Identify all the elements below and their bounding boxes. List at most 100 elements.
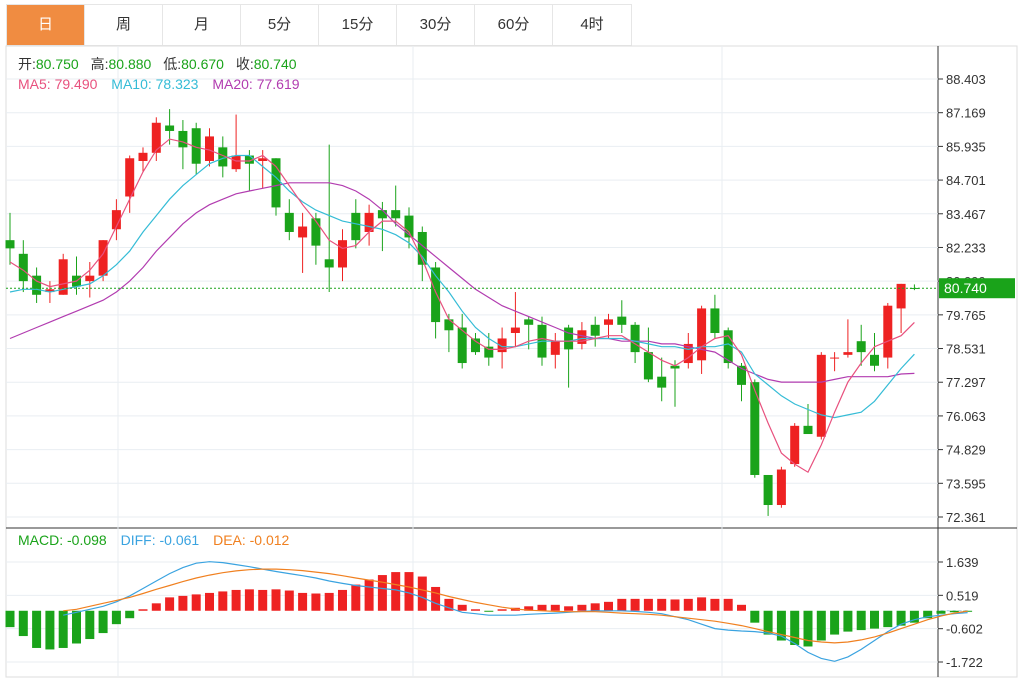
macd-bar-35 bbox=[471, 609, 480, 611]
candle-body-34 bbox=[457, 327, 467, 364]
macd-bar-50 bbox=[670, 599, 680, 611]
candle-body-41 bbox=[550, 341, 560, 355]
macd-bar-44 bbox=[590, 603, 600, 611]
candle-body-62 bbox=[830, 357, 840, 359]
tab-3[interactable]: 5分 bbox=[241, 5, 319, 45]
ma-info: MA5: 79.490 MA10: 78.323 MA20: 77.619 bbox=[18, 76, 300, 92]
candle-body-24 bbox=[324, 259, 334, 268]
macd-info: MACD: -0.098 DIFF: -0.061 DEA: -0.012 bbox=[18, 532, 290, 548]
dea-label: DEA: -0.012 bbox=[213, 532, 289, 548]
macd-bar-11 bbox=[151, 603, 161, 611]
price-tick-label-2: 85.935 bbox=[946, 139, 986, 154]
price-tick-label-1: 87.169 bbox=[946, 106, 986, 121]
candle-body-31 bbox=[417, 231, 427, 265]
macd-bar-67 bbox=[896, 610, 906, 626]
macd-bar-9 bbox=[125, 610, 135, 619]
macd-bar-4 bbox=[58, 610, 68, 648]
candle-body-10 bbox=[138, 152, 148, 161]
tab-7[interactable]: 4时 bbox=[580, 16, 604, 33]
macd-bar-5 bbox=[72, 610, 81, 644]
macd-bar-41 bbox=[550, 604, 560, 611]
candle-body-38 bbox=[510, 327, 520, 334]
macd-bar-15 bbox=[205, 592, 214, 611]
macd-bar-56 bbox=[750, 610, 760, 623]
candle-body-22 bbox=[298, 226, 308, 238]
macd-bar-14 bbox=[191, 594, 201, 611]
macd-bar-48 bbox=[643, 598, 653, 611]
candle-body-57 bbox=[763, 474, 773, 506]
macd-bar-71 bbox=[949, 610, 959, 613]
candle-body-58 bbox=[776, 469, 786, 506]
candle-body-19 bbox=[258, 158, 268, 161]
candle-body-35 bbox=[471, 338, 480, 353]
candle-body-48 bbox=[643, 352, 653, 380]
candle-body-36 bbox=[484, 346, 494, 358]
candle-body-29 bbox=[391, 210, 401, 219]
candle-body-33 bbox=[444, 319, 454, 331]
candle-body-6 bbox=[85, 275, 95, 282]
candle-body-1 bbox=[18, 253, 28, 282]
macd-tick-label-1: 0.519 bbox=[946, 588, 979, 603]
macd-bar-42 bbox=[564, 606, 574, 611]
macd-bar-53 bbox=[710, 598, 720, 611]
macd-bar-13 bbox=[178, 595, 188, 611]
last-price-label: 80.740 bbox=[944, 280, 987, 296]
candle-body-0 bbox=[5, 240, 15, 249]
last-price-badge bbox=[939, 278, 1015, 299]
macd-bar-60 bbox=[803, 610, 813, 647]
macd-bar-17 bbox=[231, 589, 241, 611]
macd-bar-10 bbox=[138, 609, 148, 611]
macd-bar-6 bbox=[85, 610, 95, 640]
macd-bar-16 bbox=[218, 591, 228, 611]
tab-4[interactable]: 15分 bbox=[319, 5, 397, 45]
macd-bar-36 bbox=[484, 610, 494, 612]
ma-lines bbox=[6, 138, 938, 474]
macd-bar-21 bbox=[284, 590, 294, 611]
macd-bar-65 bbox=[870, 610, 879, 629]
price-tick-label-4: 83.467 bbox=[946, 207, 986, 222]
macd-bar-31 bbox=[417, 576, 427, 611]
tab-1[interactable]: 周 bbox=[85, 5, 163, 45]
candle-body-44 bbox=[590, 324, 600, 336]
candle-body-20 bbox=[271, 158, 281, 208]
macd-bar-23 bbox=[311, 593, 321, 611]
candle-body-18 bbox=[244, 155, 254, 164]
macd-label: MACD: -0.098 bbox=[18, 532, 107, 548]
candle-body-17 bbox=[231, 155, 241, 170]
macd-bar-19 bbox=[258, 589, 268, 611]
price-tick-label-0: 88.403 bbox=[946, 72, 986, 87]
macd-bar-24 bbox=[324, 592, 334, 611]
candle-body-37 bbox=[497, 338, 507, 353]
macd-bar-27 bbox=[364, 579, 374, 611]
candle-body-16 bbox=[218, 147, 228, 167]
diff-line bbox=[63, 561, 968, 662]
price-tick-label-5: 82.233 bbox=[946, 240, 986, 255]
ma10-label: MA10: 78.323 bbox=[111, 76, 198, 92]
candle-body-43 bbox=[577, 330, 587, 344]
candle-body-42 bbox=[564, 327, 574, 350]
tab-6[interactable]: 60分 bbox=[475, 5, 553, 45]
tab-5[interactable]: 30分 bbox=[397, 5, 475, 45]
candle-body-65 bbox=[870, 354, 879, 366]
price-tick-label-9: 77.297 bbox=[946, 375, 986, 390]
macd-bar-1 bbox=[18, 610, 28, 637]
price-tick-label-7: 79.765 bbox=[946, 308, 986, 323]
macd-bar-12 bbox=[165, 597, 175, 611]
tab-2[interactable]: 月 bbox=[163, 5, 241, 45]
macd-bar-40 bbox=[537, 604, 547, 611]
grid-lines bbox=[5, 45, 1018, 678]
candle-body-7 bbox=[98, 240, 108, 276]
macd-bar-30 bbox=[404, 572, 414, 611]
macd-bar-63 bbox=[843, 610, 853, 632]
macd-bar-2 bbox=[32, 610, 42, 648]
tab-0[interactable]: 日 bbox=[7, 5, 85, 45]
candle-body-52 bbox=[697, 308, 707, 361]
candle-body-2 bbox=[32, 275, 42, 295]
price-tick-label-3: 84.701 bbox=[946, 173, 986, 188]
macd-bar-52 bbox=[697, 597, 707, 611]
macd-tick-label-2: -0.602 bbox=[946, 622, 983, 637]
macd-bar-55 bbox=[737, 604, 746, 611]
macd-bar-64 bbox=[856, 610, 866, 631]
macd-bar-57 bbox=[763, 610, 773, 635]
candle-body-53 bbox=[710, 308, 720, 334]
